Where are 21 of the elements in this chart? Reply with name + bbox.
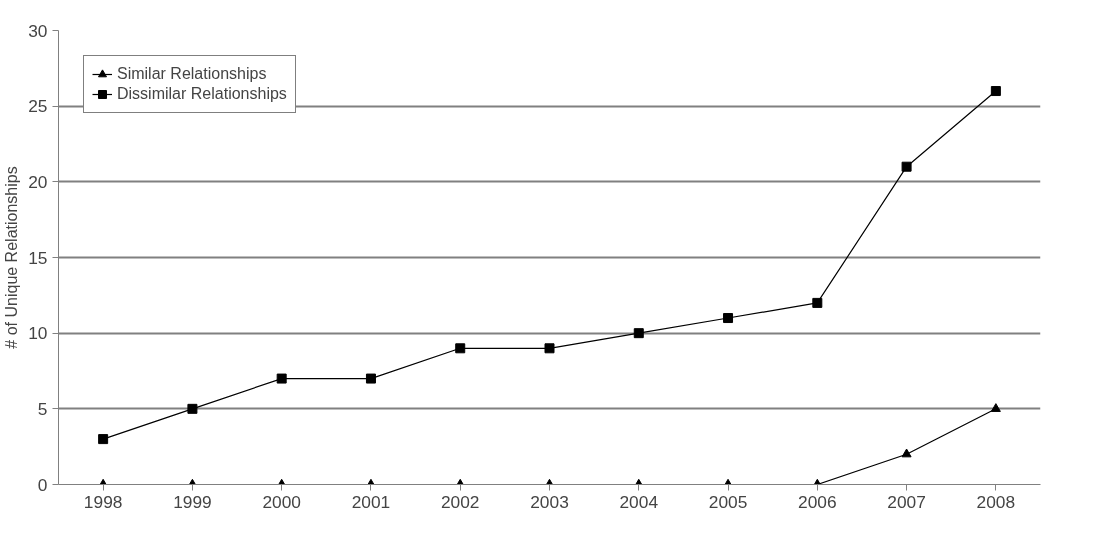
y-tick-label: 30 xyxy=(28,20,48,41)
x-tick-label: 2003 xyxy=(530,491,569,512)
y-tick-label: 5 xyxy=(37,398,48,419)
x-tick-label: 2005 xyxy=(708,491,748,512)
x-tick-label: 2004 xyxy=(619,491,659,512)
legend-label: Similar Relationships xyxy=(117,65,267,83)
y-tick-label: 10 xyxy=(28,323,48,344)
x-tick-label: 2000 xyxy=(262,491,301,512)
legend-label: Dissimilar Relationships xyxy=(117,85,287,103)
y-tick-label: 0 xyxy=(37,474,48,495)
y-axis-title: # of Unique Relationships xyxy=(3,166,21,349)
y-tick-label: 25 xyxy=(28,96,48,117)
x-tick-label: 1999 xyxy=(173,491,212,512)
x-tick-label: 2008 xyxy=(976,491,1016,512)
y-tick-label: 20 xyxy=(28,171,48,192)
x-tick-label: 2007 xyxy=(887,491,926,512)
y-tick-label: 15 xyxy=(28,247,48,268)
x-tick-label: 2002 xyxy=(440,491,480,512)
x-tick-label: 2001 xyxy=(351,491,391,512)
x-tick-label: 2006 xyxy=(798,491,837,512)
x-tick-label: 1998 xyxy=(83,491,123,512)
